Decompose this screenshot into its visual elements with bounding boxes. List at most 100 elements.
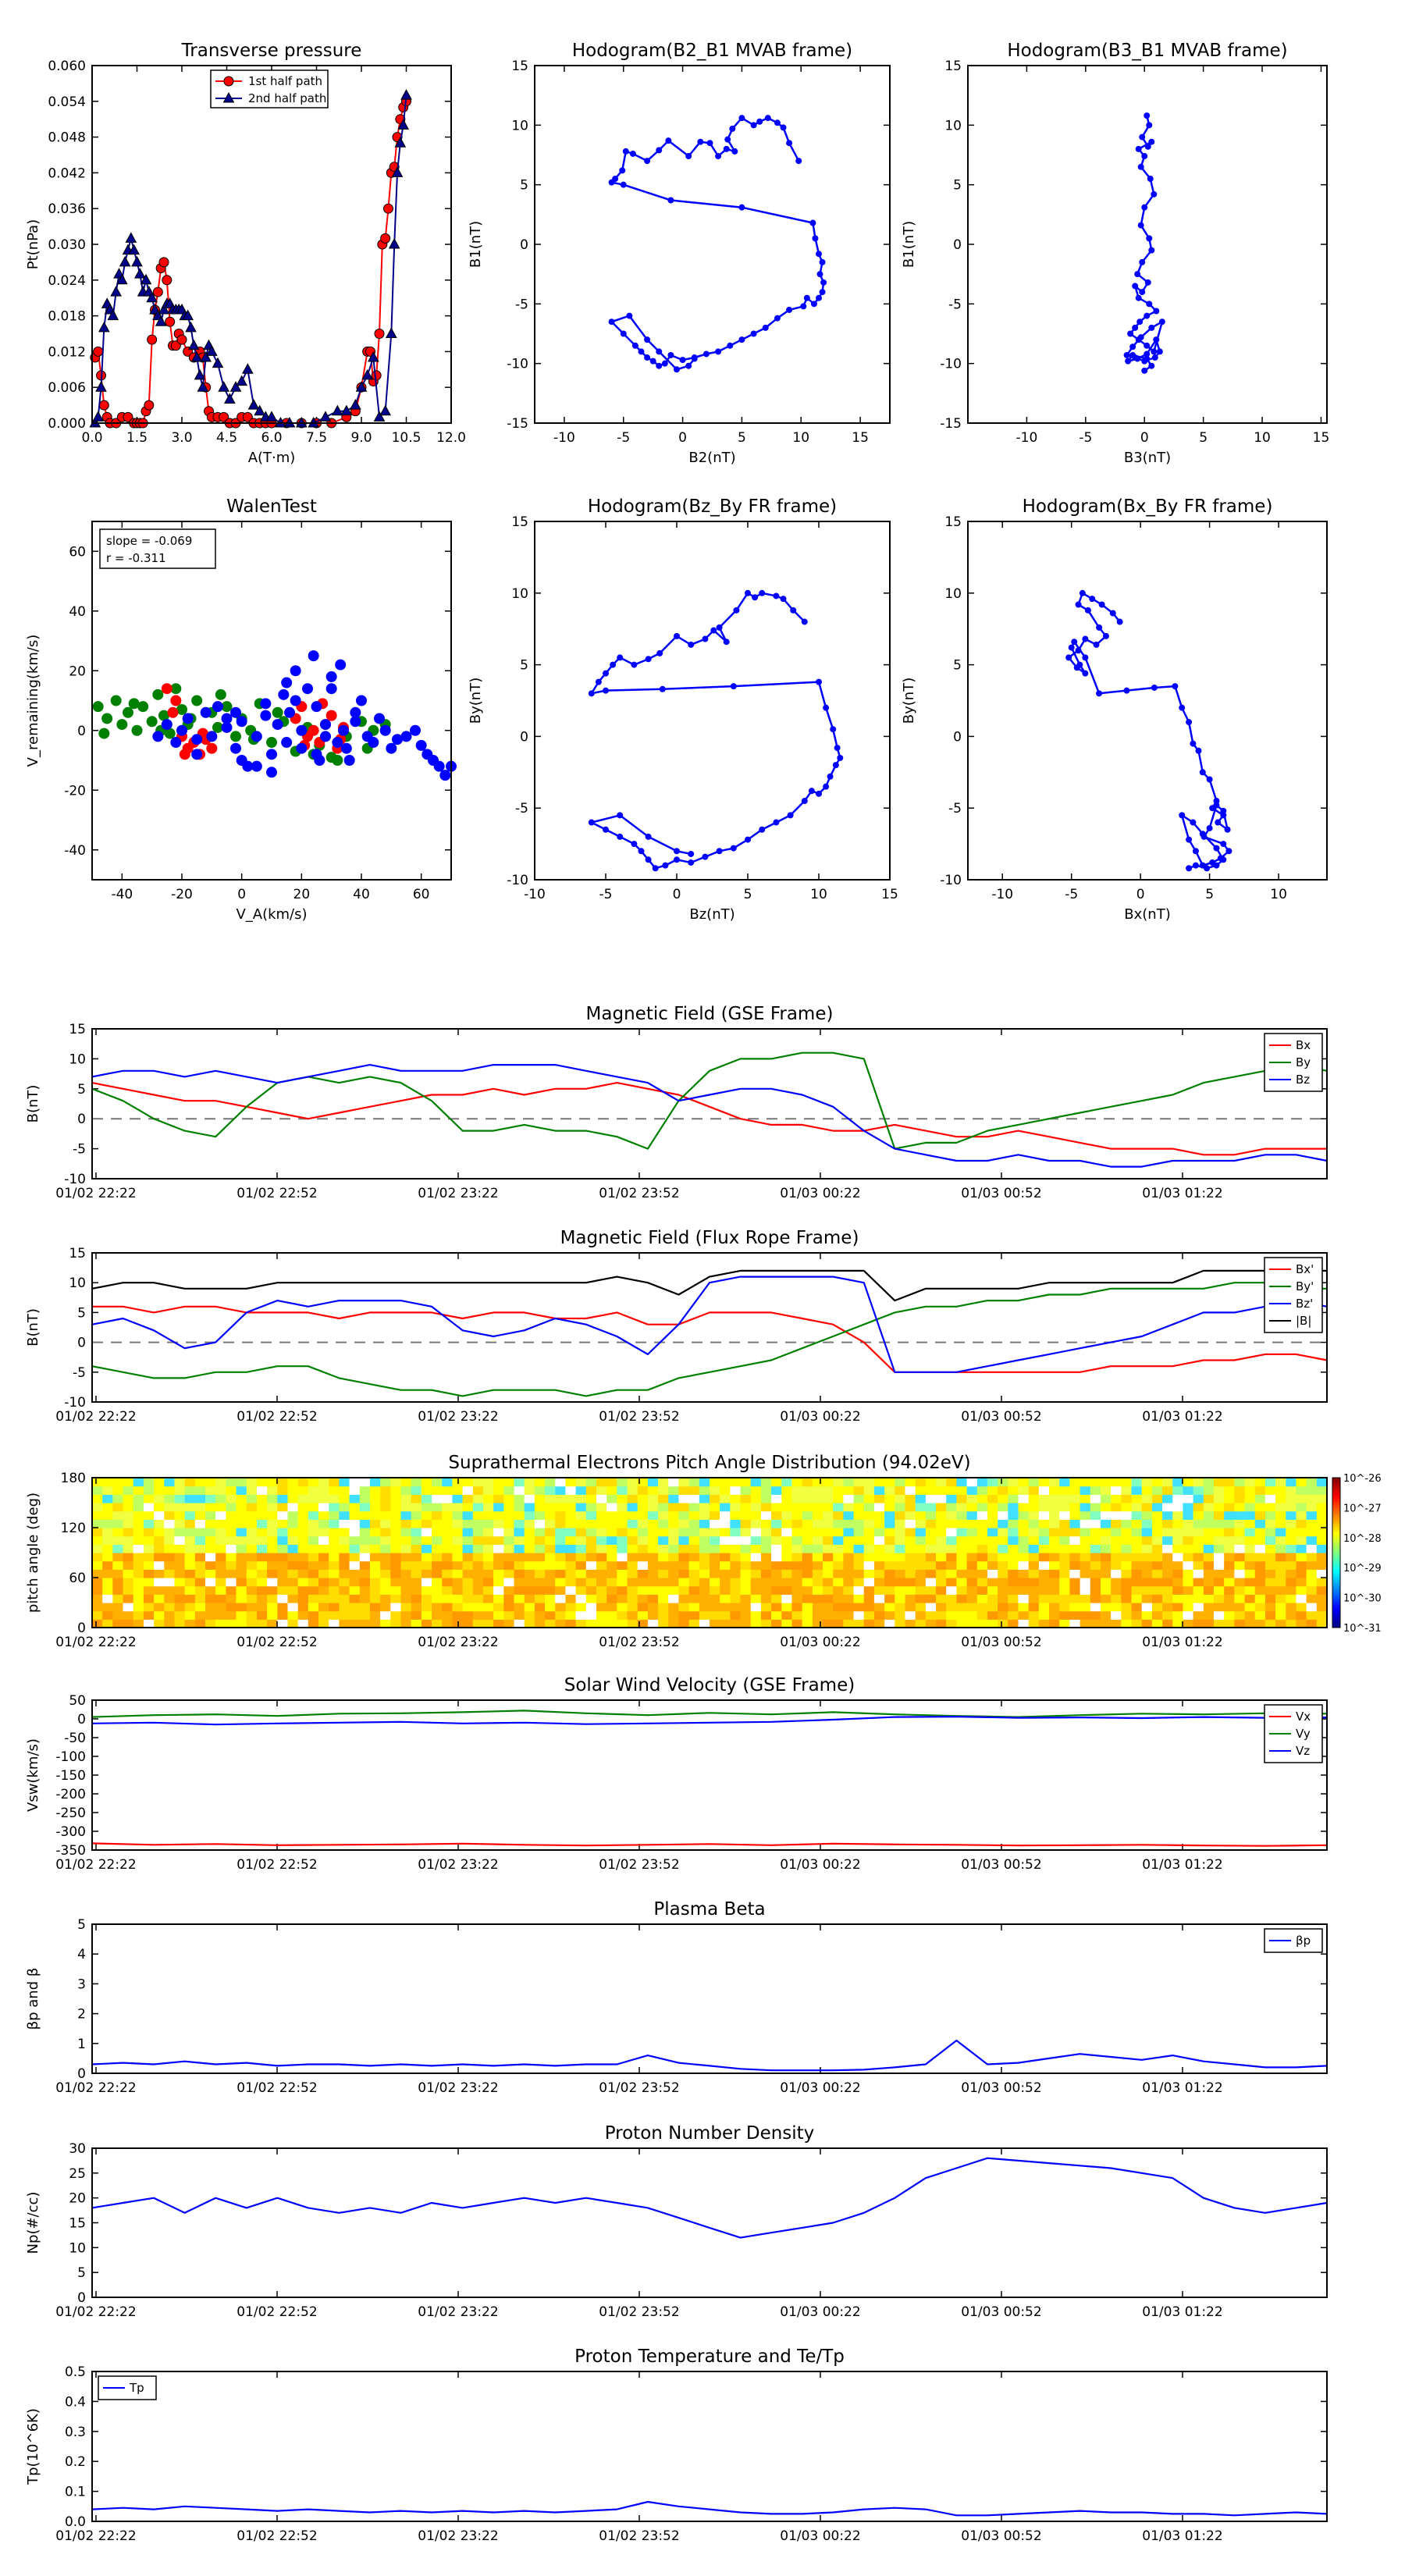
- heatmap-cell: [1224, 1610, 1235, 1620]
- heatmap-cell: [1100, 1603, 1112, 1612]
- heatmap-cell: [1018, 1569, 1030, 1578]
- x-tick-label: 6.0: [261, 430, 282, 446]
- heatmap-cell: [596, 1519, 607, 1528]
- data-point: [685, 153, 692, 160]
- heatmap-cell: [1316, 1535, 1328, 1545]
- heatmap-cell: [369, 1494, 381, 1503]
- heatmap-cell: [380, 1544, 391, 1553]
- heatmap-cell: [1183, 1503, 1194, 1512]
- heatmap-cell: [1100, 1510, 1112, 1520]
- data-point: [338, 724, 349, 736]
- heatmap-cell: [349, 1603, 361, 1612]
- y-tick-label: 0.006: [48, 380, 86, 396]
- heatmap-cell: [915, 1619, 927, 1628]
- heatmap-cell: [339, 1478, 350, 1487]
- heatmap-cell: [1183, 1494, 1194, 1503]
- heatmap-cell: [143, 1569, 155, 1578]
- data-point: [803, 294, 810, 301]
- heatmap-cell: [1111, 1528, 1122, 1537]
- heatmap-cell: [514, 1503, 525, 1512]
- heatmap-cell: [1213, 1485, 1225, 1495]
- heatmap-cell: [565, 1560, 577, 1570]
- heatmap-cell: [1131, 1485, 1143, 1495]
- heatmap-cell: [1121, 1619, 1133, 1628]
- data-point: [1141, 204, 1148, 211]
- heatmap-cell: [1049, 1494, 1060, 1503]
- y-axis-label: βp and β: [25, 1968, 41, 2030]
- heatmap-cell: [236, 1569, 247, 1578]
- heatmap-cell: [730, 1494, 742, 1503]
- heatmap-cell: [267, 1569, 278, 1578]
- heatmap-cell: [154, 1560, 165, 1570]
- heatmap-cell: [1121, 1560, 1133, 1570]
- data-point: [140, 273, 152, 285]
- data-point: [1213, 802, 1220, 809]
- y-tick-label: 0: [520, 237, 528, 253]
- heatmap-cell: [606, 1569, 617, 1578]
- heatmap-cell: [215, 1519, 226, 1528]
- heatmap-cell: [720, 1510, 731, 1520]
- series-line: [91, 1064, 1328, 1168]
- heatmap-cell: [1316, 1553, 1328, 1562]
- heatmap-cell: [442, 1503, 454, 1512]
- heatmap-cell: [668, 1610, 680, 1620]
- heatmap-cell: [1111, 1494, 1122, 1503]
- heatmap-cell: [699, 1535, 710, 1545]
- heatmap-cell: [123, 1519, 134, 1528]
- heatmap-cell: [1275, 1560, 1286, 1570]
- heatmap-cell: [895, 1535, 906, 1545]
- data-point: [1137, 222, 1144, 229]
- heatmap-cell: [781, 1485, 793, 1495]
- heatmap-cell: [823, 1619, 834, 1628]
- heatmap-cell: [1090, 1578, 1101, 1587]
- heatmap-cell: [791, 1560, 803, 1570]
- heatmap-cell: [174, 1519, 186, 1528]
- x-tick-label: 01/03 00:52: [961, 2080, 1041, 2096]
- heatmap-cell: [1111, 1519, 1122, 1528]
- heatmap-cell: [843, 1569, 855, 1578]
- heatmap-cell: [760, 1519, 772, 1528]
- y-tick-label: -100: [55, 1749, 86, 1765]
- heatmap-cell: [1080, 1510, 1091, 1520]
- heatmap-cell: [1162, 1610, 1173, 1620]
- heatmap-cell: [884, 1553, 895, 1562]
- heatmap-cell: [1028, 1544, 1040, 1553]
- heatmap-cell: [1131, 1510, 1143, 1520]
- data-point: [116, 719, 128, 731]
- data-point: [340, 742, 352, 754]
- x-tick-label: 01/03 00:52: [961, 1635, 1041, 1650]
- heatmap-cell: [174, 1553, 186, 1562]
- heatmap-cell: [802, 1594, 813, 1603]
- heatmap-cell: [514, 1594, 525, 1603]
- heatmap-cell: [843, 1619, 855, 1628]
- heatmap-cell: [925, 1610, 937, 1620]
- heatmap-cell: [534, 1528, 546, 1537]
- heatmap-cell: [1141, 1610, 1153, 1620]
- data-point: [332, 755, 343, 766]
- heatmap-cell: [452, 1560, 464, 1570]
- heatmap-cell: [524, 1528, 535, 1537]
- data-point: [595, 678, 602, 685]
- data-point: [1199, 769, 1206, 776]
- data-point: [1220, 856, 1227, 863]
- data-point: [723, 639, 730, 646]
- heatmap-cell: [812, 1578, 823, 1587]
- heatmap-cell: [998, 1560, 1008, 1570]
- heatmap-cell: [884, 1619, 895, 1628]
- heatmap-cell: [987, 1510, 998, 1520]
- heatmap-cell: [884, 1603, 895, 1612]
- x-tick-label: 01/02 22:22: [55, 1409, 136, 1425]
- heatmap-cell: [1286, 1619, 1297, 1628]
- heatmap-cell: [976, 1585, 988, 1595]
- heatmap-cell: [545, 1544, 556, 1553]
- heatmap-cell: [895, 1578, 906, 1587]
- heatmap-cell: [565, 1535, 577, 1545]
- heatmap-cell: [823, 1603, 834, 1612]
- plot-frame: [967, 521, 1328, 881]
- data-point: [738, 204, 745, 211]
- y-tick-label: 0: [77, 1336, 86, 1351]
- heatmap-cell: [1059, 1494, 1071, 1503]
- data-point: [281, 677, 293, 688]
- y-tick-label: -300: [55, 1824, 86, 1840]
- heatmap-cell: [452, 1594, 464, 1603]
